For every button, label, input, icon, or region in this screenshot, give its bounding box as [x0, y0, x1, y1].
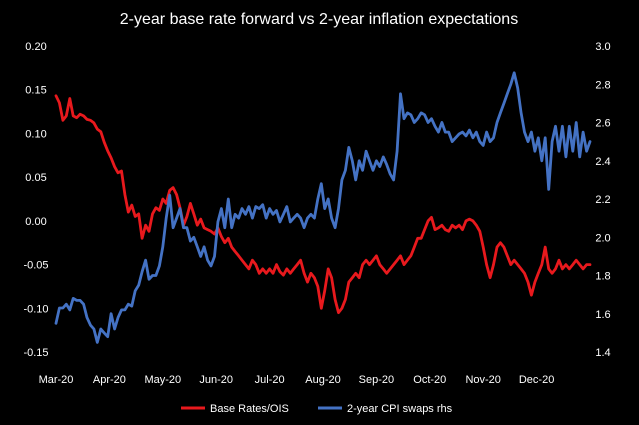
x-tick-label: Jun-20: [199, 374, 233, 386]
y-left-tick-label: -0.15: [23, 347, 48, 359]
x-tick-label: Mar-20: [39, 374, 74, 386]
legend-label: 2-year CPI swaps rhs: [347, 403, 453, 415]
y-left-tick-label: 0.15: [25, 85, 46, 97]
y-left-tick-label: -0.10: [23, 303, 48, 315]
x-tick-label: May-20: [144, 374, 181, 386]
y-right-tick-label: 2.0: [595, 232, 610, 244]
y-right-tick-label: 2.8: [595, 79, 610, 91]
chart-title: 2-year base rate forward vs 2-year infla…: [120, 11, 518, 28]
y-right-tick-label: 1.6: [595, 309, 610, 321]
y-right-tick-label: 2.6: [595, 118, 610, 130]
series-line-base-rates: [54, 94, 592, 315]
y-right-tick-label: 2.4: [595, 156, 610, 168]
y-left-tick-label: 0.20: [25, 41, 46, 53]
x-tick-label: Nov-20: [465, 374, 500, 386]
x-tick-label: Aug-20: [305, 374, 340, 386]
x-tick-label: Apr-20: [93, 374, 126, 386]
x-tick-label: Jul-20: [255, 374, 285, 386]
y-right-tick-label: 1.4: [595, 347, 610, 359]
y-right-tick-label: 1.8: [595, 271, 610, 283]
y-right-tick-label: 3.0: [595, 41, 610, 53]
y-left-tick-label: 0.05: [25, 172, 46, 184]
legend: Base Rates/OIS 2-year CPI swaps rhs: [181, 403, 453, 415]
x-tick-label: Oct-20: [413, 374, 446, 386]
series-layer: [54, 71, 592, 344]
y-left-tick-label: 0.10: [25, 128, 46, 140]
legend-label: Base Rates/OIS: [210, 403, 289, 415]
x-tick-label: Sep-20: [359, 374, 394, 386]
axes: -0.15 -0.10 -0.05 0.00 0.05 0.10 0.15 0.20 1.4 1.…: [23, 41, 610, 386]
y-right-tick-label: 2.2: [595, 194, 610, 206]
y-left-tick-label: 0.00: [25, 216, 46, 228]
series-line-cpi-swaps: [54, 71, 592, 344]
y-left-tick-label: -0.05: [23, 260, 48, 272]
x-tick-label: Dec-20: [519, 374, 554, 386]
